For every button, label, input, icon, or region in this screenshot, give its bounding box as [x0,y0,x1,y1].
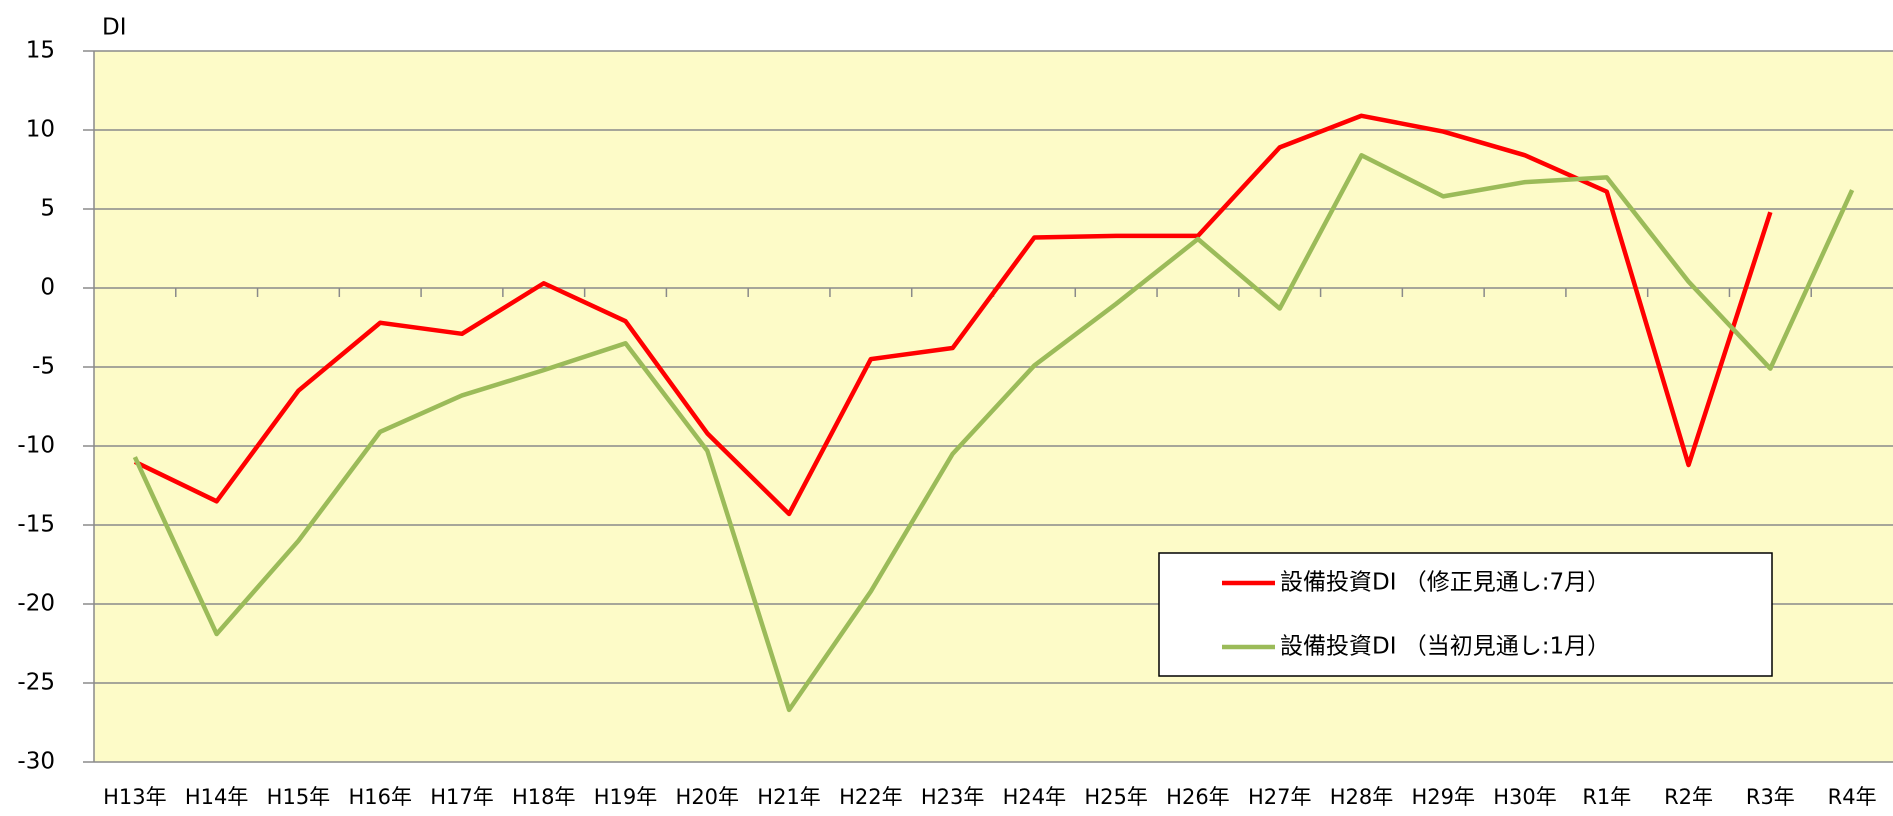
x-tick-label: H24年 [1003,785,1067,809]
x-tick-label: H27年 [1248,785,1312,809]
x-tick-label: H18年 [512,785,576,809]
y-tick-label: -30 [17,749,55,775]
y-tick-label: -10 [17,433,55,459]
x-tick-label: H25年 [1084,785,1148,809]
y-tick-label: 0 [40,275,55,301]
x-tick-label: H23年 [921,785,985,809]
legend-label: 設備投資DI （当初見通し:1月） [1280,634,1610,660]
x-tick-label: R1年 [1582,785,1631,809]
x-tick-label: H26年 [1166,785,1230,809]
x-tick-label: H30年 [1493,785,1557,809]
x-tick-label: H13年 [103,785,167,809]
legend-box [1158,552,1773,677]
y-tick-label: -20 [17,591,55,617]
line-series [132,153,1855,713]
y-tick-label: 5 [40,196,55,222]
x-tick-label: H15年 [267,785,331,809]
line-series [133,113,1773,517]
y-tick-label: -15 [17,512,55,538]
y-tick-label: 10 [26,117,55,143]
y-tick-label: -5 [32,354,55,380]
y-tick-label: 15 [26,38,55,64]
x-tick-label: H21年 [757,785,821,809]
x-tick-label: H20年 [676,785,740,809]
x-tick-label: H29年 [1411,785,1475,809]
x-tick-label: H22年 [839,785,903,809]
y-axis-label: DI [102,15,127,41]
y-tick-label: -25 [17,670,55,696]
x-tick-label: R2年 [1664,785,1713,809]
x-tick-label: H28年 [1330,785,1394,809]
x-tick-label: H19年 [594,785,658,809]
x-tick-label: R4年 [1828,785,1877,809]
x-tick-label: R3年 [1746,785,1795,809]
x-tick-label: H17年 [430,785,494,809]
legend: 設備投資DI （修正見通し:7月） 設備投資DI （当初見通し:1月） [1158,552,1773,677]
legend-label: 設備投資DI （修正見通し:7月） [1280,570,1610,596]
x-tick-label: H14年 [185,785,249,809]
x-tick-label: H16年 [348,785,412,809]
